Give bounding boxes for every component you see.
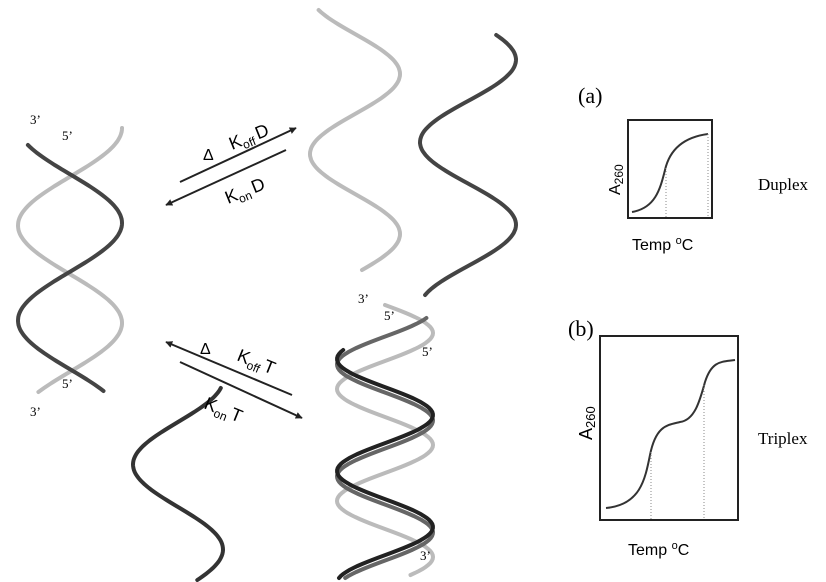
rate-label: KoffT xyxy=(233,345,278,381)
x-axis-label: Temp oC xyxy=(628,540,689,559)
arrow xyxy=(179,127,297,183)
panel-label: (b) xyxy=(568,316,594,341)
y-axis-label: A260 xyxy=(576,406,598,440)
end-label: 5’ xyxy=(422,344,433,359)
delta: Δ xyxy=(200,341,211,358)
end-label: 5’ xyxy=(384,308,395,323)
delta: Δ xyxy=(203,147,214,164)
melting-curve xyxy=(631,133,709,213)
dna-strand xyxy=(334,303,436,577)
panel-name: Triplex xyxy=(758,429,808,448)
end-label: 3’ xyxy=(30,404,41,419)
arrow xyxy=(165,149,287,206)
arrow xyxy=(165,341,293,396)
end-label: 5’ xyxy=(62,128,73,143)
end-label: 3’ xyxy=(30,112,41,127)
rate-label: KoffD xyxy=(226,120,273,157)
rate-label: KonD xyxy=(222,174,269,211)
inset-box xyxy=(627,119,713,219)
end-label: 5’ xyxy=(62,376,73,391)
inset-box xyxy=(599,335,739,521)
dna-strand xyxy=(15,143,125,393)
panel-name: Duplex xyxy=(758,175,809,194)
arrow xyxy=(179,361,303,419)
dna-strand xyxy=(335,348,435,580)
end-label: 3’ xyxy=(420,548,431,563)
end-label: 3’ xyxy=(358,291,369,306)
y-axis-label: A260 xyxy=(607,164,626,195)
panel-label: (a) xyxy=(578,83,602,108)
dna-strand xyxy=(15,126,124,394)
dna-strand xyxy=(417,33,519,297)
melting-curve xyxy=(605,359,736,509)
x-axis-label: Temp oC xyxy=(632,235,693,254)
helices xyxy=(15,8,519,582)
rate-label: KonT xyxy=(200,393,245,429)
dna-strand xyxy=(130,386,226,582)
dna-strand xyxy=(334,316,436,580)
dna-strand xyxy=(307,8,403,272)
